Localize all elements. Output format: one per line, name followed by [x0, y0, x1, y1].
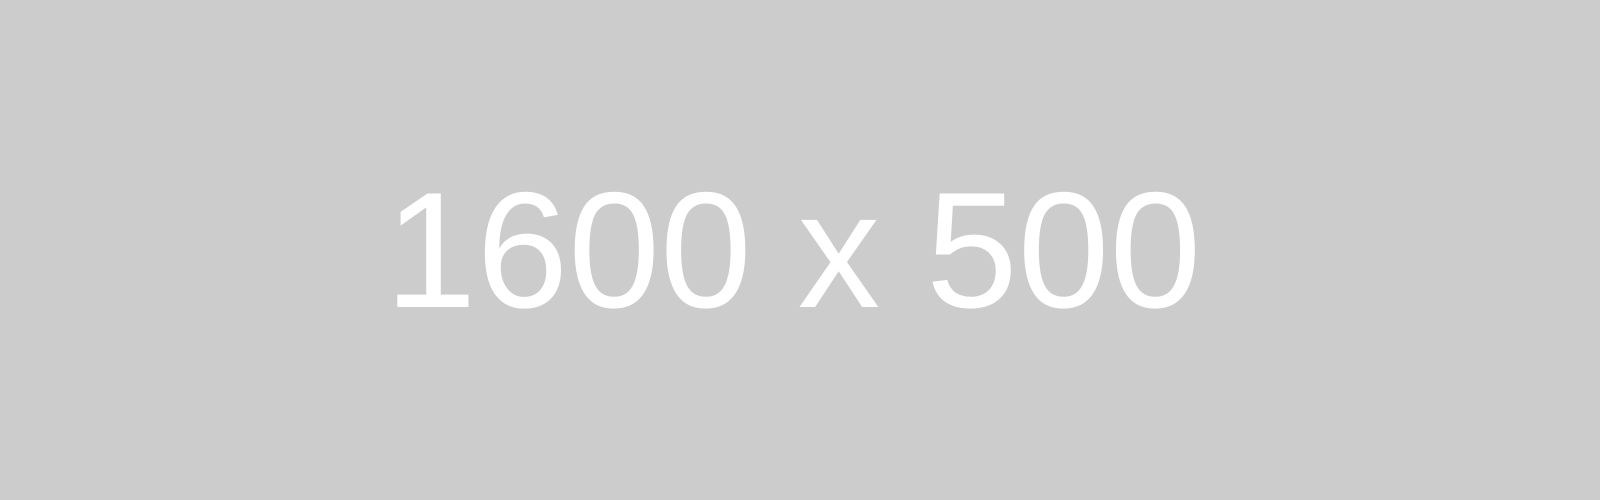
placeholder-dimensions-text: 1600 x 500	[384, 157, 1202, 342]
